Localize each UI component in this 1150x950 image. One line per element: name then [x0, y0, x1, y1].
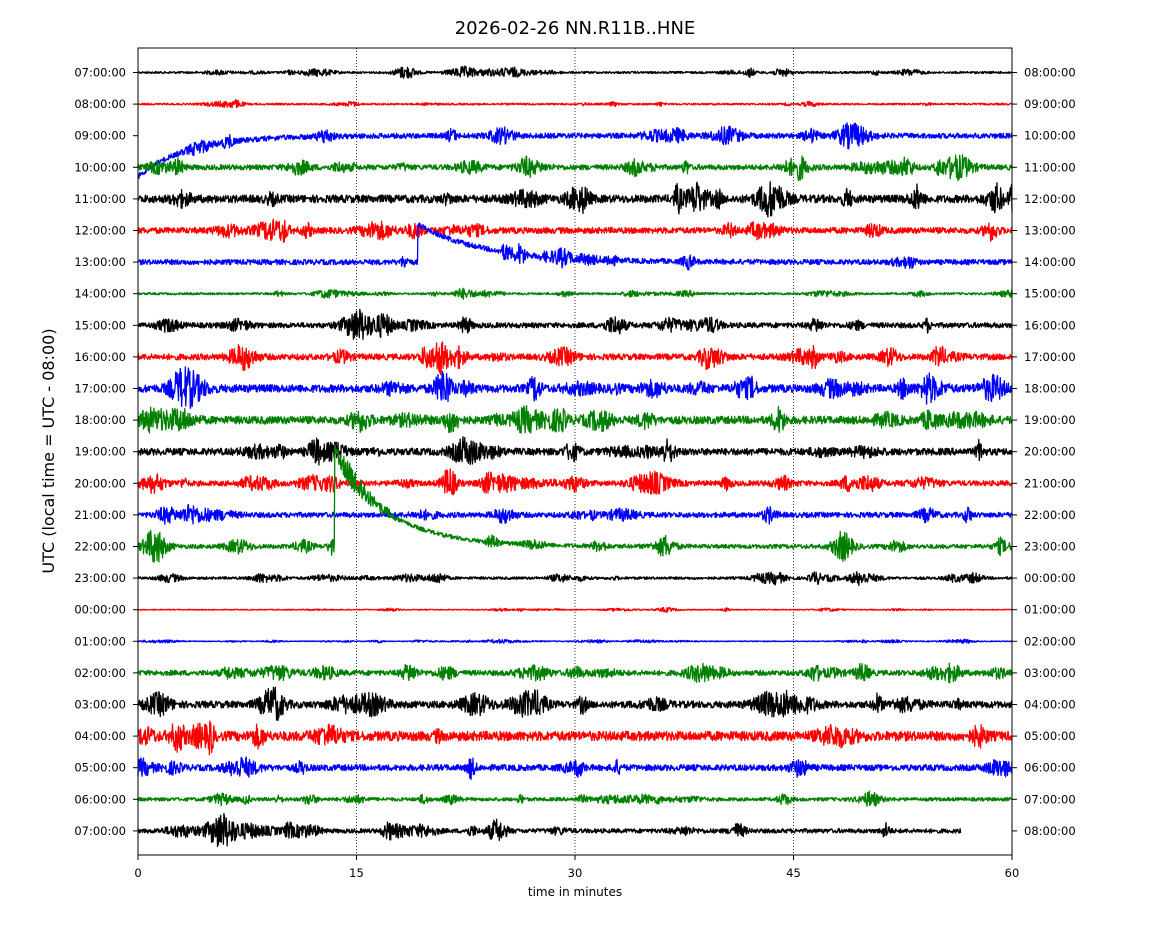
right-y-tick-label: 06:00:00 — [1024, 761, 1076, 775]
x-tick-label: 30 — [568, 866, 583, 880]
trace-line-19 — [137, 662, 1013, 684]
left-y-tick-label: 10:00:00 — [74, 160, 126, 174]
left-y-ticks: 07:00:00 08:00:00 09:00:00 10:00:00 11:00:00… — [74, 66, 138, 838]
x-ticks: 0 15 30 45 60 — [134, 855, 1019, 880]
right-y-tick-label: 20:00:00 — [1024, 445, 1076, 459]
trace-line-22 — [137, 756, 1013, 781]
y-axis-label: UTC (local time = UTC - 08:00) — [39, 328, 58, 573]
left-y-tick-label: 11:00:00 — [74, 192, 126, 206]
right-y-tick-label: 23:00:00 — [1024, 540, 1076, 554]
right-y-tick-label: 19:00:00 — [1024, 413, 1076, 427]
left-y-tick-label: 07:00:00 — [74, 66, 126, 80]
left-y-tick-label: 15:00:00 — [74, 318, 126, 332]
trace-line-0 — [137, 65, 1013, 79]
right-y-tick-label: 08:00:00 — [1024, 66, 1076, 80]
trace-line-8 — [137, 308, 1013, 340]
trace-line-7 — [137, 287, 1013, 300]
x-tick-label: 15 — [349, 866, 364, 880]
right-y-tick-label: 10:00:00 — [1024, 129, 1076, 143]
left-y-tick-label: 13:00:00 — [74, 255, 126, 269]
left-y-tick-label: 18:00:00 — [74, 413, 126, 427]
right-y-tick-label: 01:00:00 — [1024, 603, 1076, 617]
trace-line-2 — [137, 122, 1013, 180]
right-y-tick-label: 03:00:00 — [1024, 666, 1076, 680]
left-y-tick-label: 00:00:00 — [74, 603, 126, 617]
right-y-tick-label: 18:00:00 — [1024, 382, 1076, 396]
left-y-tick-label: 14:00:00 — [74, 287, 126, 301]
trace-line-1 — [137, 99, 1013, 109]
left-y-tick-label: 05:00:00 — [74, 761, 126, 775]
left-y-tick-label: 02:00:00 — [74, 666, 126, 680]
trace-line-12 — [137, 436, 1013, 466]
trace-line-14 — [137, 504, 1013, 525]
trace-line-13 — [137, 468, 1013, 496]
left-y-tick-label: 20:00:00 — [74, 476, 126, 490]
right-y-tick-label: 22:00:00 — [1024, 508, 1076, 522]
left-y-tick-label: 12:00:00 — [74, 224, 126, 238]
left-y-tick-label: 22:00:00 — [74, 540, 126, 554]
trace-line-3 — [137, 154, 1013, 182]
right-y-tick-label: 21:00:00 — [1024, 476, 1076, 490]
right-y-tick-label: 05:00:00 — [1024, 729, 1076, 743]
trace-line-4 — [137, 181, 1013, 218]
trace-line-5 — [137, 218, 1013, 243]
right-y-tick-label: 12:00:00 — [1024, 192, 1076, 206]
left-y-tick-label: 06:00:00 — [74, 792, 126, 806]
left-y-tick-label: 08:00:00 — [74, 97, 126, 111]
trace-line-9 — [137, 341, 1013, 376]
right-y-tick-label: 17:00:00 — [1024, 350, 1076, 364]
left-y-tick-label: 17:00:00 — [74, 382, 126, 396]
trace-line-23 — [137, 790, 1013, 807]
left-y-tick-label: 16:00:00 — [74, 350, 126, 364]
x-axis-label: time in minutes — [528, 885, 622, 899]
x-tick-label: 45 — [786, 866, 801, 880]
right-y-tick-label: 02:00:00 — [1024, 634, 1076, 648]
left-y-tick-label: 01:00:00 — [74, 634, 126, 648]
trace-line-18 — [137, 638, 1013, 644]
trace-line-15 — [137, 444, 1013, 563]
left-y-tick-label: 07:00:00 — [74, 824, 126, 838]
x-tick-label: 0 — [134, 866, 141, 880]
trace-line-21 — [137, 720, 1013, 756]
trace-line-16 — [137, 571, 1013, 587]
trace-group — [137, 65, 1013, 848]
right-y-tick-label: 14:00:00 — [1024, 255, 1076, 269]
right-y-tick-label: 00:00:00 — [1024, 571, 1076, 585]
trace-line-6 — [137, 222, 1013, 271]
trace-line-20 — [137, 686, 1013, 722]
left-y-tick-label: 04:00:00 — [74, 729, 126, 743]
right-y-tick-label: 09:00:00 — [1024, 97, 1076, 111]
left-y-tick-label: 23:00:00 — [74, 571, 126, 585]
left-y-tick-label: 03:00:00 — [74, 698, 126, 712]
left-y-tick-label: 19:00:00 — [74, 445, 126, 459]
trace-line-10 — [137, 366, 1013, 409]
right-y-tick-label: 08:00:00 — [1024, 824, 1076, 838]
right-y-ticks: 08:00:00 09:00:00 10:00:00 11:00:00 12:00:00… — [1012, 66, 1076, 838]
trace-line-17 — [137, 606, 1013, 613]
left-y-tick-label: 09:00:00 — [74, 129, 126, 143]
right-y-tick-label: 11:00:00 — [1024, 160, 1076, 174]
x-tick-label: 60 — [1005, 866, 1020, 880]
right-y-tick-label: 15:00:00 — [1024, 287, 1076, 301]
chart-title: 2026-02-26 NN.R11B..HNE — [455, 18, 696, 39]
left-y-tick-label: 21:00:00 — [74, 508, 126, 522]
trace-line-11 — [137, 405, 1013, 434]
right-y-tick-label: 16:00:00 — [1024, 318, 1076, 332]
right-y-tick-label: 04:00:00 — [1024, 698, 1076, 712]
trace-line-24 — [137, 813, 962, 848]
right-y-tick-label: 07:00:00 — [1024, 792, 1076, 806]
grid-lines — [356, 48, 794, 855]
right-y-tick-label: 13:00:00 — [1024, 224, 1076, 238]
